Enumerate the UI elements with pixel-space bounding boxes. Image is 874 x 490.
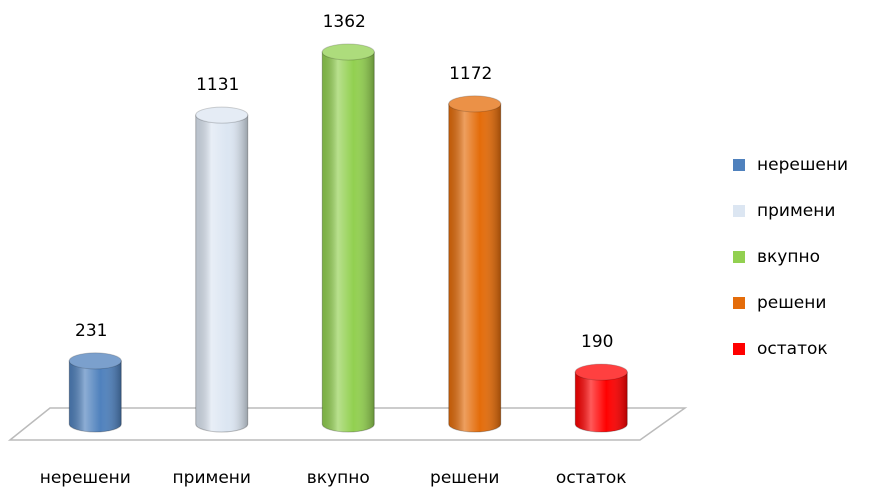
legend-swatch	[733, 251, 745, 263]
bar-group	[195, 106, 249, 433]
bar-top	[448, 95, 502, 113]
bar-shade	[69, 360, 122, 432]
bar-group	[448, 95, 502, 433]
bar-top-shine	[195, 107, 248, 124]
bar-shade	[448, 103, 501, 432]
data-label: 1362	[323, 12, 366, 32]
bar-top	[68, 352, 122, 370]
bar-top	[574, 363, 628, 381]
x-tick-label: решени	[430, 468, 499, 488]
bar-group	[68, 352, 122, 433]
bar-shade	[575, 372, 628, 432]
legend-label: вкупно	[757, 247, 820, 267]
bar-top	[321, 43, 375, 61]
data-label: 190	[581, 332, 613, 352]
bar-shade	[195, 115, 248, 432]
x-tick-label: нерешени	[40, 468, 131, 488]
legend-swatch	[733, 159, 745, 171]
x-tick-label: остаток	[556, 468, 627, 488]
bar-group	[321, 43, 375, 433]
bar-group	[574, 363, 628, 433]
bar-top	[195, 106, 249, 124]
legend-label: нерешени	[757, 155, 848, 175]
legend-label: остаток	[757, 339, 828, 359]
legend-label: примени	[757, 201, 835, 221]
bar-top-shine	[322, 44, 375, 60]
legend-swatch	[733, 297, 745, 309]
legend-swatch	[733, 205, 745, 217]
data-label: 1131	[196, 75, 239, 95]
data-label: 231	[75, 321, 107, 341]
data-label: 1172	[449, 64, 492, 84]
x-tick-label: вкупно	[307, 468, 370, 488]
x-tick-label: примени	[173, 468, 251, 488]
bar-top-shine	[575, 364, 628, 381]
bar-shade	[322, 52, 375, 432]
bar-top-shine	[69, 352, 122, 369]
bar-top-shine	[448, 95, 501, 112]
legend-swatch	[733, 343, 745, 355]
legend-label: решени	[757, 293, 826, 313]
